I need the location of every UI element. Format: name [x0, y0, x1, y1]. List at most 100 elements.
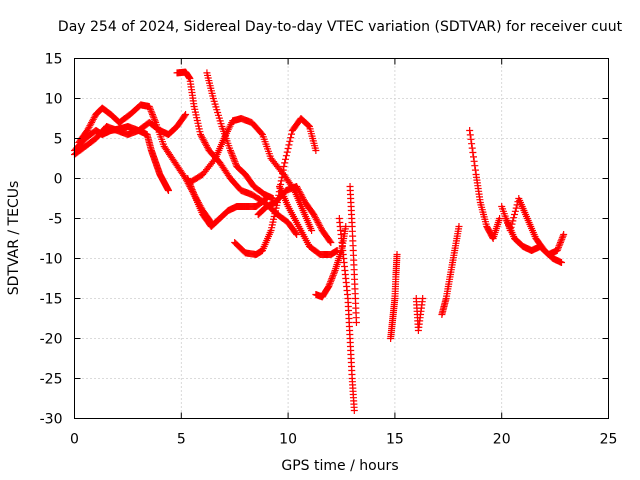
data-point: [311, 212, 319, 220]
data-point: [327, 239, 335, 246]
data-point: [231, 158, 239, 166]
data-point: [317, 223, 325, 231]
data-point: [556, 240, 564, 248]
data-point: [201, 139, 209, 146]
axis-ticks: 0 5 10 15 20 25 -30 -25 -20 -15 -10 -5 0 5 10 15: [40, 52, 618, 448]
data-point: [510, 214, 518, 222]
data-point: [182, 111, 190, 118]
data-point: [559, 232, 567, 240]
data-point: [292, 229, 300, 237]
data-point: [83, 127, 91, 134]
series-track-14: [387, 251, 401, 342]
data-point: [202, 140, 210, 148]
data-point: [316, 222, 324, 230]
data-point: [149, 112, 157, 120]
series-track-15: [412, 295, 427, 334]
data-point: [146, 104, 154, 112]
data-point: [150, 115, 158, 123]
data-point: [314, 219, 322, 226]
data-point: [558, 234, 566, 242]
data-point: [512, 204, 520, 212]
data-point: [509, 217, 517, 225]
data-point: [84, 125, 92, 133]
data-point: [466, 131, 474, 139]
data-point: [210, 156, 218, 164]
data-point: [184, 175, 192, 182]
data-point: [148, 109, 156, 117]
data-point: [230, 155, 238, 162]
series-track-17: [466, 127, 504, 242]
data-point: [200, 137, 208, 145]
data-point: [147, 107, 155, 115]
data-point: [558, 259, 566, 266]
data-point: [326, 237, 334, 245]
data-point: [299, 194, 307, 202]
data-point: [257, 129, 265, 137]
data-point: [150, 114, 158, 122]
y-tick-label: 15: [45, 52, 63, 68]
data-point: [350, 407, 358, 414]
data-point: [297, 191, 305, 198]
data-point: [553, 247, 561, 254]
data-point: [470, 153, 478, 161]
data-point: [232, 159, 240, 167]
series-track-13: [346, 183, 360, 326]
series-track-8: [231, 115, 320, 258]
series-track-3: [71, 111, 190, 158]
data-point: [496, 215, 504, 222]
grid-lines: [74, 58, 609, 419]
x-tick-label: 25: [600, 432, 618, 448]
y-tick-label: -15: [40, 292, 63, 308]
x-tick-label: 10: [279, 432, 297, 448]
chart-title: Day 254 of 2024, Sidereal Day-to-day VTE…: [58, 19, 623, 35]
data-point: [90, 114, 98, 122]
data-point: [293, 183, 301, 190]
data-point: [327, 276, 335, 284]
data-point: [278, 173, 286, 181]
y-tick-label: 10: [45, 92, 63, 108]
data-point: [181, 112, 189, 120]
y-tick-label: -10: [40, 252, 63, 268]
data-point: [299, 195, 307, 203]
series-track-9: [254, 183, 335, 246]
data-point: [88, 117, 96, 125]
data-point: [203, 142, 211, 150]
plot-frame: [74, 58, 609, 419]
data-point: [558, 235, 566, 243]
data-point: [467, 135, 475, 143]
data-point: [511, 207, 519, 215]
data-point: [285, 141, 293, 149]
y-tick-label: -5: [49, 212, 63, 228]
data-point: [85, 123, 93, 131]
data-point: [282, 155, 290, 163]
x-tick-label: 20: [493, 432, 511, 448]
data-point: [326, 279, 334, 287]
data-point: [330, 268, 338, 276]
data-point: [88, 119, 96, 126]
data-point: [469, 149, 477, 156]
data-point: [455, 223, 463, 230]
x-tick-label: 15: [386, 432, 404, 448]
data-point: [295, 187, 303, 195]
series-track-16: [438, 223, 463, 318]
data-point: [188, 184, 196, 192]
data-point: [279, 170, 287, 178]
data-point: [197, 131, 205, 138]
data-point: [203, 143, 211, 151]
data-point: [280, 163, 288, 170]
data-point: [189, 189, 197, 197]
data-point: [555, 242, 563, 250]
data-point: [145, 103, 153, 110]
data-point: [197, 132, 205, 140]
data-point: [305, 122, 313, 130]
data-point: [560, 231, 568, 238]
y-axis-label: SDTVAR / TECUs: [6, 181, 22, 296]
data-point: [227, 148, 235, 156]
data-point: [281, 159, 289, 167]
x-axis-label: GPS time / hours: [281, 458, 398, 474]
data-point: [311, 214, 319, 222]
data-point: [315, 220, 323, 228]
data-point: [87, 120, 95, 128]
data-point: [230, 156, 238, 164]
